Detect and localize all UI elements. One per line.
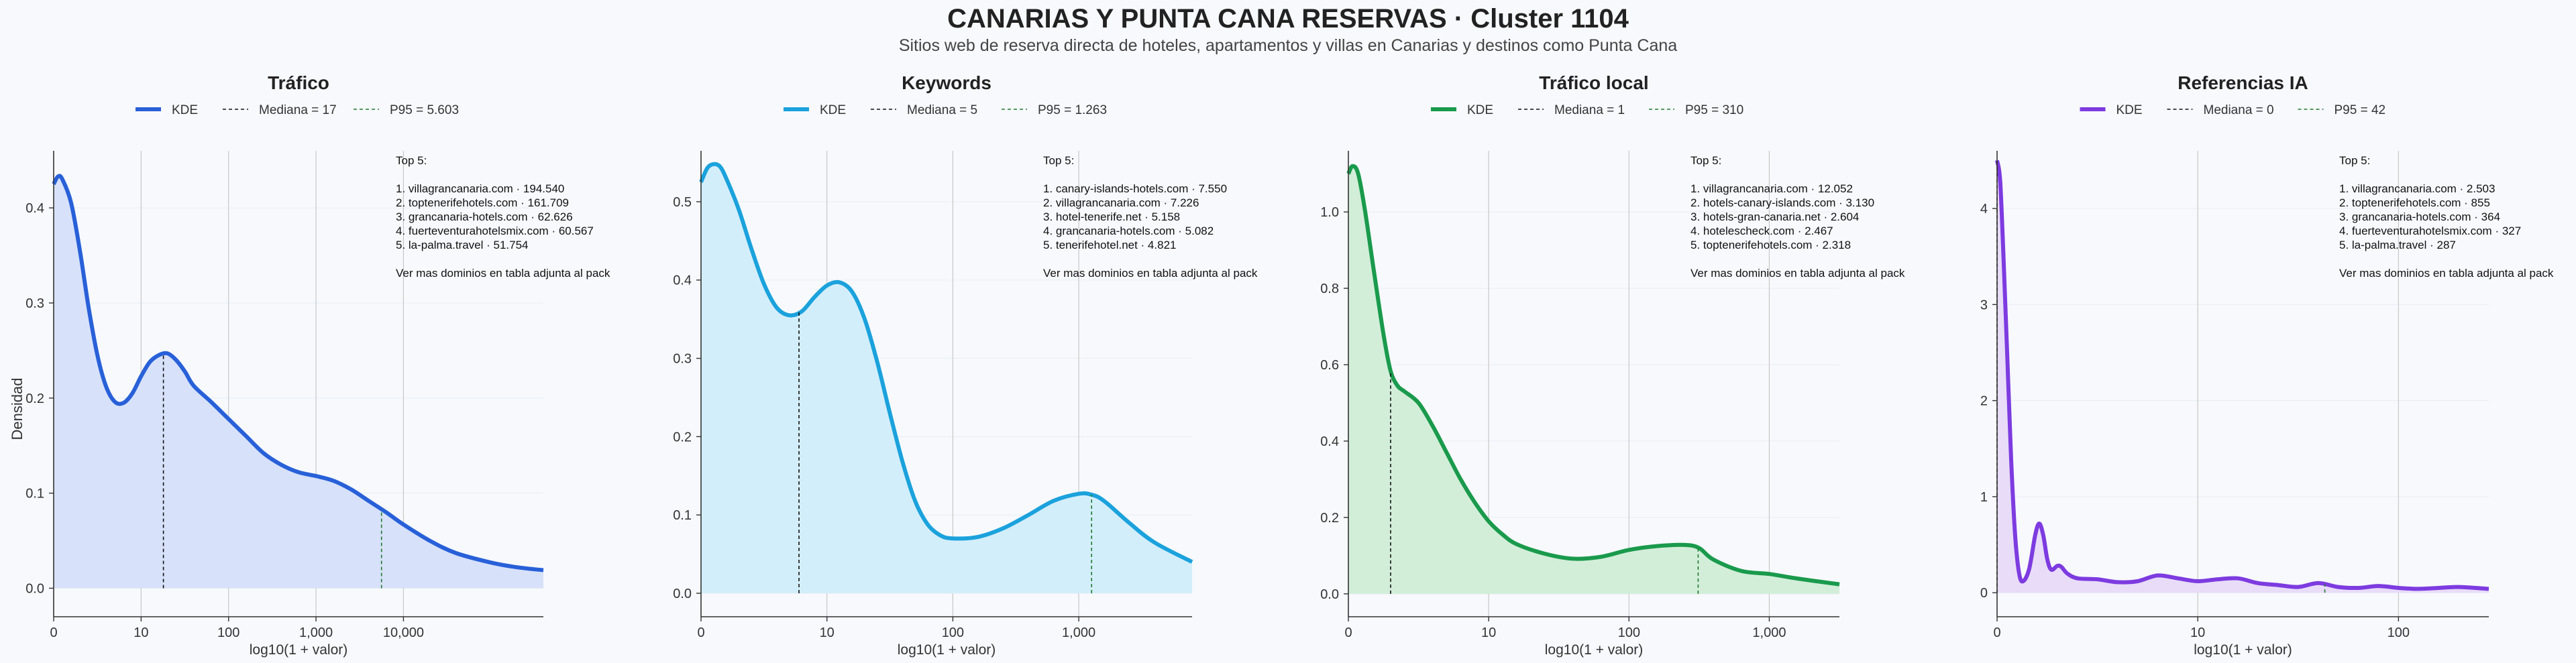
x-tick-label: 0	[697, 625, 704, 640]
y-tick-label: 1	[1980, 490, 1988, 505]
x-tick-label: 10	[1481, 625, 1496, 640]
y-tick-label: 0.4	[673, 274, 692, 288]
y-tick-label: 0.0	[673, 587, 692, 601]
x-axis-label: log10(1 + valor)	[250, 642, 348, 658]
top5-line: Ver mas dominios en tabla adjunta al pac…	[2339, 267, 2554, 280]
y-tick-label: 0.3	[673, 352, 692, 367]
legend-p95-label: P95 = 1.263	[1038, 103, 1107, 117]
x-tick-label: 1,000	[1752, 625, 1786, 640]
panel-title: Keywords	[902, 72, 991, 93]
chart-subtitle: Sitios web de reserva directa de hoteles…	[898, 36, 1678, 55]
x-axis-label: log10(1 + valor)	[1545, 642, 1644, 658]
legend-median-label: Mediana = 5	[907, 103, 977, 117]
kde-line	[52, 174, 544, 572]
legend-kde-label: KDE	[820, 103, 846, 117]
y-tick-label: 2	[1980, 394, 1988, 409]
top5-heading: Top 5:	[1043, 154, 1074, 167]
y-tick-label: 0.3	[25, 296, 44, 311]
kde-area	[54, 176, 543, 589]
top5-line: 4. fuerteventurahotelsmix.com · 60.567	[396, 225, 594, 237]
y-tick-label: 0.0	[25, 581, 44, 596]
y-tick-label: 0.2	[25, 391, 44, 406]
top5-line: Ver mas dominios en tabla adjunta al pac…	[1043, 267, 1258, 280]
x-tick-label: 0	[50, 625, 57, 640]
legend-kde-label: KDE	[2116, 103, 2143, 117]
top5-line: 3. hotels-gran-canaria.net · 2.604	[1690, 210, 1859, 223]
chart-title: CANARIAS Y PUNTA CANA RESERVAS · Cluster…	[947, 4, 1629, 34]
top5-line: 1. canary-islands-hotels.com · 7.550	[1043, 182, 1227, 195]
top5-heading: Top 5:	[2339, 154, 2370, 167]
x-tick-label: 10	[133, 625, 148, 640]
legend-median-label: Mediana = 17	[259, 103, 337, 117]
y-tick-label: 0.8	[1320, 282, 1339, 296]
x-tick-label: 10	[2190, 625, 2205, 640]
top5-line: 2. toptenerifehotels.com · 855	[2339, 196, 2490, 209]
x-tick-label: 0	[1993, 625, 2000, 640]
y-tick-label: 0	[1980, 586, 1988, 601]
x-tick-label: 10	[820, 625, 835, 640]
x-tick-label: 1,000	[299, 625, 333, 640]
top5-line: 1. villagrancanaria.com · 12.052	[1690, 182, 1853, 195]
top5-heading: Top 5:	[1690, 154, 1721, 167]
panel-title: Tráfico	[268, 72, 329, 93]
kde-area	[701, 164, 1192, 594]
x-tick-label: 100	[1618, 625, 1640, 640]
y-tick-label: 0.1	[25, 487, 44, 501]
x-tick-label: 1,000	[1062, 625, 1095, 640]
top5-line: 5. la-palma.travel · 287	[2339, 239, 2456, 251]
legend-kde-label: KDE	[172, 103, 198, 117]
top5-line: 4. hotelescheck.com · 2.467	[1690, 225, 1833, 237]
y-tick-label: 0.4	[1320, 434, 1339, 449]
kde-line	[699, 162, 1193, 564]
top5-line: 5. la-palma.travel · 51.754	[396, 239, 529, 251]
kde-area	[1348, 166, 1839, 594]
top5-line: 1. villagrancanaria.com · 2.503	[2339, 182, 2495, 195]
top5-line: 5. tenerifehotel.net · 4.821	[1043, 239, 1176, 251]
y-tick-label: 0.0	[1320, 587, 1339, 602]
top5-line: 2. toptenerifehotels.com · 161.709	[396, 196, 569, 209]
kde-line	[1346, 164, 1840, 587]
x-tick-label: 100	[942, 625, 964, 640]
y-tick-label: 0.1	[673, 508, 692, 523]
top5-line: Ver mas dominios en tabla adjunta al pac…	[1690, 267, 1905, 280]
legend-p95-label: P95 = 5.603	[390, 103, 459, 117]
top5-line: 4. fuerteventurahotelsmix.com · 327	[2339, 225, 2521, 237]
x-axis-label: log10(1 + valor)	[898, 642, 996, 658]
top5-line: 1. villagrancanaria.com · 194.540	[396, 182, 564, 195]
y-tick-label: 4	[1980, 202, 1988, 217]
top5-heading: Top 5:	[396, 154, 427, 167]
x-tick-label: 100	[217, 625, 239, 640]
top5-line: 4. grancanaria-hotels.com · 5.082	[1043, 225, 1214, 237]
y-tick-label: 0.5	[673, 195, 692, 210]
panel-title: Tráfico local	[1539, 72, 1648, 93]
y-tick-label: 0.2	[1320, 511, 1339, 526]
top5-line: 3. hotel-tenerife.net · 5.158	[1043, 210, 1180, 223]
legend-p95-label: P95 = 310	[1685, 103, 1743, 117]
panel-title: Referencias IA	[2178, 72, 2308, 93]
legend-median-label: Mediana = 1	[1554, 103, 1625, 117]
top5-line: 2. villagrancanaria.com · 7.226	[1043, 196, 1199, 209]
legend-p95-label: P95 = 42	[2334, 103, 2386, 117]
top5-line: Ver mas dominios en tabla adjunta al pac…	[396, 267, 610, 280]
legend-median-label: Mediana = 0	[2204, 103, 2274, 117]
top5-line: 3. grancanaria-hotels.com · 364	[2339, 210, 2500, 223]
kde-line	[1995, 160, 2489, 591]
top5-line: 2. hotels-canary-islands.com · 3.130	[1690, 196, 1874, 209]
top5-line: 3. grancanaria-hotels.com · 62.626	[396, 210, 573, 223]
top5-line: 5. toptenerifehotels.com · 2.318	[1690, 239, 1851, 251]
x-axis-label: log10(1 + valor)	[2194, 642, 2292, 658]
x-tick-label: 10,000	[383, 625, 424, 640]
y-tick-label: 3	[1980, 298, 1988, 312]
y-tick-label: 0.6	[1320, 358, 1339, 373]
legend-kde-label: KDE	[1467, 103, 1493, 117]
x-tick-label: 0	[1344, 625, 1352, 640]
y-tick-label: 0.4	[25, 201, 44, 216]
x-tick-label: 100	[2387, 625, 2410, 640]
y-tick-label: 0.2	[673, 430, 692, 444]
y-tick-label: 1.0	[1320, 205, 1339, 220]
